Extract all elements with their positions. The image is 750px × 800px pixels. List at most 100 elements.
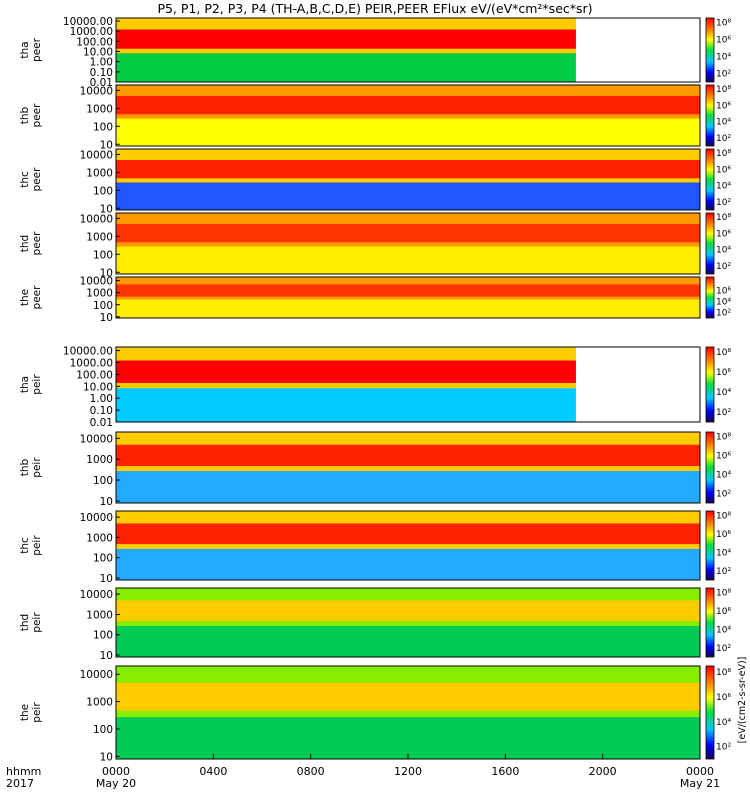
colorbar-tick-label: 10⁶ [716,165,731,175]
y-tick-label: 1000 [86,697,113,709]
colorbar-unit-label: [eV/(cm2-s-sr-eV)] [737,657,748,744]
colorbar-tick-label: 10⁶ [716,693,731,703]
y-tick-label: 100.00 [76,369,113,381]
panel-frame [115,212,701,275]
x-tick-label: 1200 [394,765,422,778]
y-tick-label: 1000 [86,532,113,544]
colorbar-tick-label: 10² [716,743,731,753]
colorbar-tick-label: 10⁶ [716,35,731,45]
colorbar [705,665,715,760]
x-tick-label: 2000 [589,765,617,778]
colorbar-tick-label: 10⁸ [716,149,731,159]
y-tick-label: 0.10 [90,405,113,417]
panel-ylabel-probe: tha [19,376,31,393]
panel-ylabel-species: peir [31,535,43,556]
colorbar-tick-label: 10⁴ [716,625,731,635]
panel-thd-peer: 10000 1000 100 10 thd peer 10² 10⁴ 10⁶ 10⁸ [19,212,731,279]
x-tick-label: 0400 [199,765,227,778]
panel-ylabel-species: peir [31,457,43,478]
colorbar [705,276,715,319]
colorbar-tick-label: 10⁸ [716,433,731,443]
panel-frame [115,276,701,319]
colorbar [705,84,715,147]
colorbar-tick-label: 10⁶ [716,368,731,378]
colorbar [705,212,715,275]
colorbar [705,148,715,211]
y-tick-label: 100 [93,121,113,133]
colorbar-tick-label: 10² [716,567,731,577]
panel-thc-peer: 10000 1000 100 10 thc peer 10² 10⁴ 10⁶ 10⁸ [19,148,731,215]
y-tick-label: 0.01 [90,77,113,89]
panel-frame [115,587,701,658]
x-tick-label: 0000 [686,765,714,778]
colorbar-tick-label: 10⁸ [716,668,731,678]
colorbar-tick-label: 10⁶ [716,287,731,297]
colorbar-tick-label: 10⁸ [716,18,731,28]
spectrogram-band-high [116,444,700,467]
x-tick-label: 0000 [102,765,130,778]
y-tick-label: 10000 [80,213,113,225]
y-tick-label: 10000 [80,512,113,524]
y-tick-label: 1000 [86,454,113,466]
colorbar-tick-label: 10² [716,134,731,144]
y-tick-label: 10000 [80,433,113,445]
colorbar-tick-label: 10⁴ [716,388,731,398]
panel-ylabel-probe: the [19,704,31,721]
colorbar-tick-label: 10⁶ [716,101,731,111]
panel-thd-peir: 10000 1000 100 10 thd peir 10² 10⁴ 10⁶ 10⁸ [19,587,731,662]
colorbar-tick-label: 10⁴ [716,182,731,192]
colorbar [705,510,715,581]
panel-ylabel-species: peer [31,167,43,192]
panel-ylabel-species: peir [31,374,43,395]
colorbar-tick-label: 10⁸ [716,213,731,223]
colorbar-tick-label: 10⁸ [716,348,731,358]
colorbar-tick-label: 10² [716,644,731,654]
panel-ylabel-species: peer [31,231,43,256]
y-tick-label: 10000.00 [63,16,113,28]
y-tick-label: 1000 [86,103,113,115]
spectrogram-band-high [116,159,700,179]
colorbar-tick-label: 10⁸ [716,512,731,522]
x-axis-row1-label: hhmm [6,765,41,778]
colorbar-tick-label: 10⁴ [716,246,731,256]
y-tick-label: 10 [100,267,113,279]
colorbar-tick-label: 10⁴ [716,52,731,62]
y-tick-label: 10000 [80,589,113,601]
panel-ylabel-probe: thd [19,614,31,631]
panel-thb-peer: 10000 1000 100 10 thb peer 10² 10⁴ 10⁶ 10⁸ [19,84,731,151]
y-tick-label: 1000 [86,288,113,300]
panel-frame [115,346,701,423]
colorbar-tick-label: 10⁴ [716,298,731,308]
colorbar-tick-label: 10⁶ [716,607,731,617]
y-tick-label: 10 [100,751,113,763]
y-tick-label: 1000.00 [70,26,113,38]
colorbar-tick-label: 10⁴ [716,718,731,728]
colorbar-tick-label: 10² [716,490,731,500]
colorbar-tick-label: 10² [716,69,731,79]
y-tick-label: 0.01 [90,417,113,429]
colorbar-tick-label: 10⁶ [716,452,731,462]
colorbar-tick-label: 10⁶ [716,229,731,239]
y-tick-label: 10000.00 [63,346,113,358]
y-tick-label: 10000 [80,85,113,97]
panel-ylabel-probe: thc [19,171,31,188]
colorbar-tick-label: 10⁴ [716,471,731,481]
y-tick-label: 100 [93,630,113,642]
spectrogram-band-high [116,682,700,711]
y-tick-label: 100 [93,475,113,487]
y-tick-label: 0.10 [90,67,113,79]
y-tick-label: 100 [93,185,113,197]
y-tick-label: 100 [93,249,113,261]
y-tick-label: 10.00 [83,381,113,393]
y-tick-label: 10000 [80,149,113,161]
spectrogram-band-high [116,29,576,49]
spectrogram-band-high [116,95,700,115]
y-tick-label: 1.00 [90,57,113,69]
panel-ylabel-species: peer [31,37,43,62]
y-tick-label: 1.00 [90,393,113,405]
y-tick-label: 10.00 [83,47,113,59]
colorbar [705,431,715,504]
